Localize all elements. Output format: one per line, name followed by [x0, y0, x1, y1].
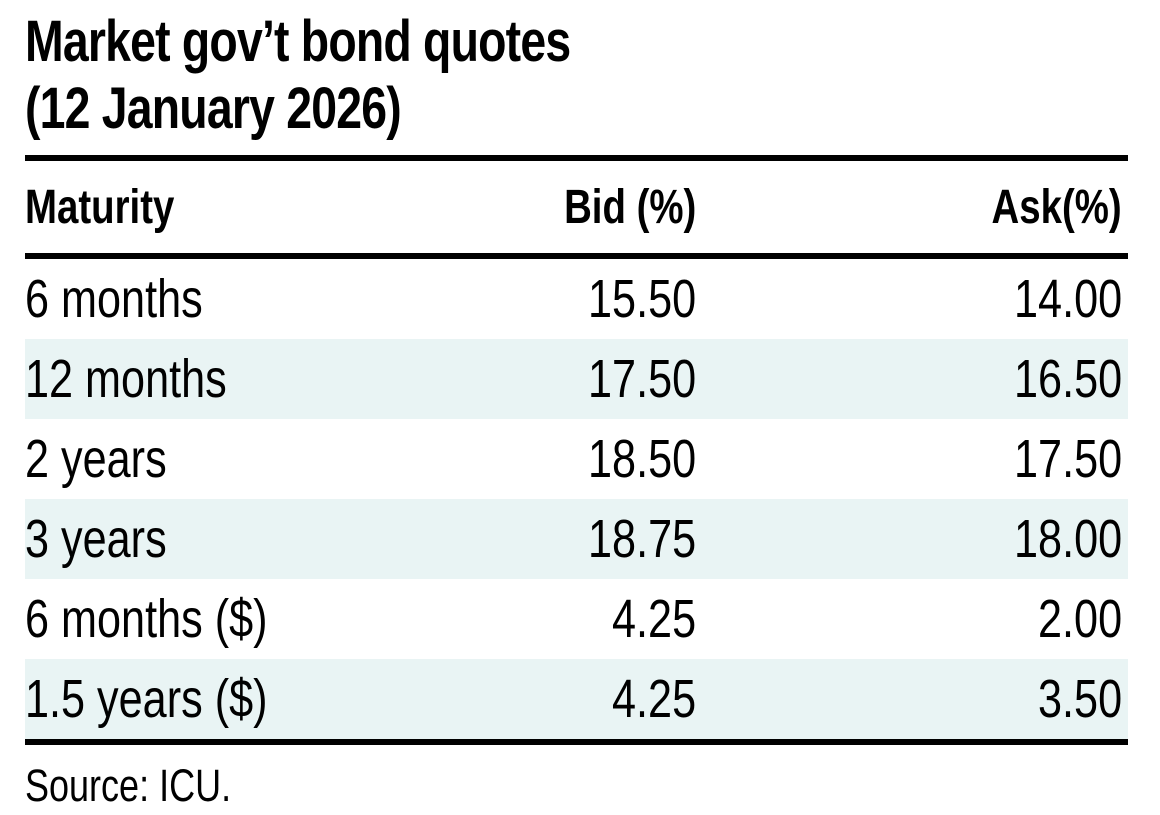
figure-title-line2: (12 January 2026)	[25, 76, 402, 141]
column-header-bid: Bid (%)	[563, 180, 696, 234]
header-rule	[25, 253, 1128, 259]
ask-cell: 16.50	[1013, 349, 1122, 409]
column-header-maturity: Maturity	[25, 180, 175, 234]
ask-cell: 18.00	[1013, 509, 1122, 569]
maturity-cell: 2 years	[25, 429, 167, 489]
table-row: 2 years 18.50 17.50	[25, 419, 1128, 499]
figure-title-line1: Market gov’t bond quotes	[25, 9, 571, 74]
top-rule	[25, 155, 1128, 161]
bid-cell: 15.50	[587, 269, 696, 329]
table-row: 6 months 15.50 14.00	[25, 259, 1128, 339]
table-row: 1.5 years ($) 4.25 3.50	[25, 659, 1128, 739]
ask-cell: 2.00	[1037, 589, 1122, 649]
table-row: 12 months 17.50 16.50	[25, 339, 1128, 419]
maturity-cell: 6 months ($)	[25, 589, 268, 649]
bid-cell: 18.50	[587, 429, 696, 489]
source-note: Source: ICU.	[25, 760, 232, 811]
maturity-cell: 1.5 years ($)	[25, 669, 268, 729]
maturity-cell: 6 months	[25, 269, 203, 329]
bid-cell: 4.25	[611, 589, 696, 649]
table-row: 6 months ($) 4.25 2.00	[25, 579, 1128, 659]
maturity-cell: 12 months	[25, 349, 227, 409]
table-body: 6 months 15.50 14.00 12 months 17.50 16.…	[25, 259, 1128, 739]
table-header-row: Maturity Bid (%) Ask(%)	[25, 161, 1128, 253]
bottom-rule	[25, 739, 1128, 745]
ask-cell: 17.50	[1013, 429, 1122, 489]
bid-cell: 18.75	[587, 509, 696, 569]
table-row: 3 years 18.75 18.00	[25, 499, 1128, 579]
column-header-ask: Ask(%)	[991, 180, 1122, 234]
bid-cell: 4.25	[611, 669, 696, 729]
ask-cell: 14.00	[1013, 269, 1122, 329]
bid-cell: 17.50	[587, 349, 696, 409]
maturity-cell: 3 years	[25, 509, 167, 569]
figure-title: Market gov’t bond quotes (12 January 202…	[25, 8, 1128, 142]
ask-cell: 3.50	[1037, 669, 1122, 729]
